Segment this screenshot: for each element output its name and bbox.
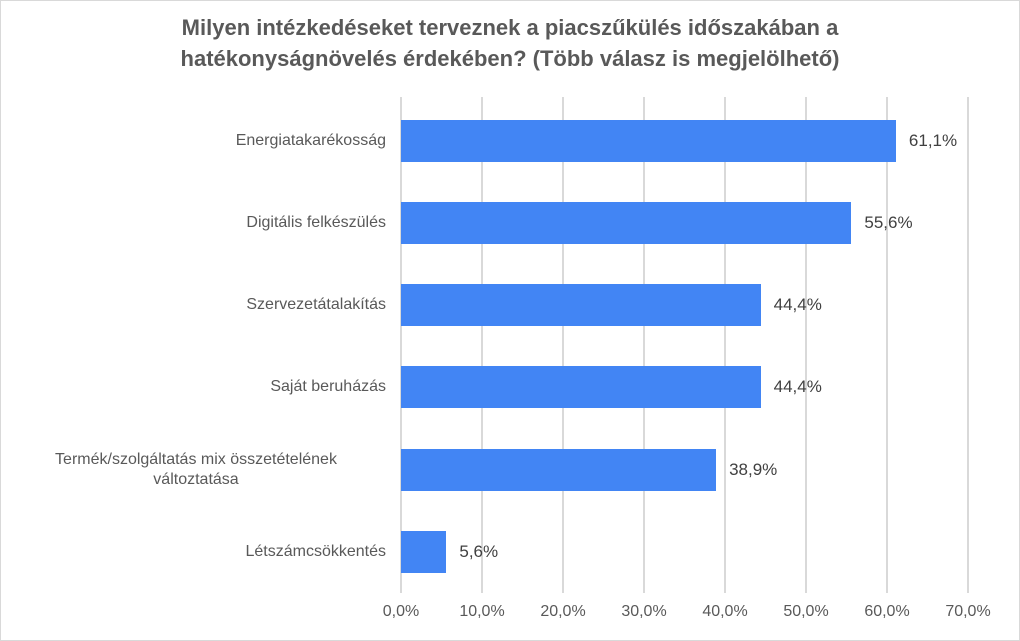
bar: [401, 284, 761, 326]
bar: [401, 120, 896, 162]
chart-title-line-1: Milyen intézkedéseket terveznek a piacsz…: [181, 15, 839, 40]
data-label: 38,9%: [729, 460, 778, 479]
x-tick-label: 50,0%: [783, 603, 829, 620]
category-label-line: Digitális felkészülés: [246, 214, 386, 231]
gridline: [562, 97, 564, 593]
gridline: [805, 97, 807, 593]
plot-area: 61,1% 55,6% 44,4% 44,4% 38,9% 5,6%: [400, 97, 969, 593]
chart-title-line-2: hatékonyságnövelés érdekében? (Több vála…: [180, 46, 840, 71]
category-label: Saját beruházás: [6, 377, 386, 397]
x-tick-label: 70,0%: [945, 603, 991, 620]
data-label: 5,6%: [459, 542, 499, 561]
x-tick-label: 40,0%: [702, 603, 748, 620]
x-tick-label: 20,0%: [540, 603, 586, 620]
x-tick-label: 0,0%: [382, 603, 420, 620]
bar: [401, 202, 852, 244]
bar: [401, 531, 447, 573]
gridline: [724, 97, 726, 593]
category-label-line: változtatása: [153, 471, 239, 488]
category-label: Termék/szolgáltatás mix összetételének vá…: [6, 450, 386, 490]
category-label-line: Termék/szolgáltatás mix összetételének: [55, 451, 337, 468]
gridline: [967, 97, 969, 593]
category-label-line: Szervezetátalakítás: [246, 296, 386, 313]
gridline: [886, 97, 888, 593]
chart-title: Milyen intézkedéseket terveznek a piacsz…: [0, 12, 1020, 74]
x-tick-label: 30,0%: [621, 603, 667, 620]
bar: [401, 449, 717, 491]
bar: [401, 366, 761, 408]
gridline: [481, 97, 483, 593]
x-tick-label: 60,0%: [864, 603, 910, 620]
category-label: Digitális felkészülés: [6, 213, 386, 233]
category-label: Energiatakarékosság: [6, 131, 386, 151]
category-label-line: Saját beruházás: [270, 378, 386, 395]
data-label: 55,6%: [864, 213, 913, 232]
x-tick-label: 10,0%: [459, 603, 505, 620]
data-label: 44,4%: [773, 295, 822, 314]
category-label: Szervezetátalakítás: [6, 295, 386, 315]
category-label-line: Létszámcsökkentés: [245, 543, 386, 560]
gridline: [643, 97, 645, 593]
category-label: Létszámcsökkentés: [6, 542, 386, 562]
category-label-line: Energiatakarékosság: [235, 132, 386, 149]
data-label: 61,1%: [908, 131, 958, 150]
gridline: [400, 97, 402, 593]
data-label: 44,4%: [773, 377, 822, 396]
